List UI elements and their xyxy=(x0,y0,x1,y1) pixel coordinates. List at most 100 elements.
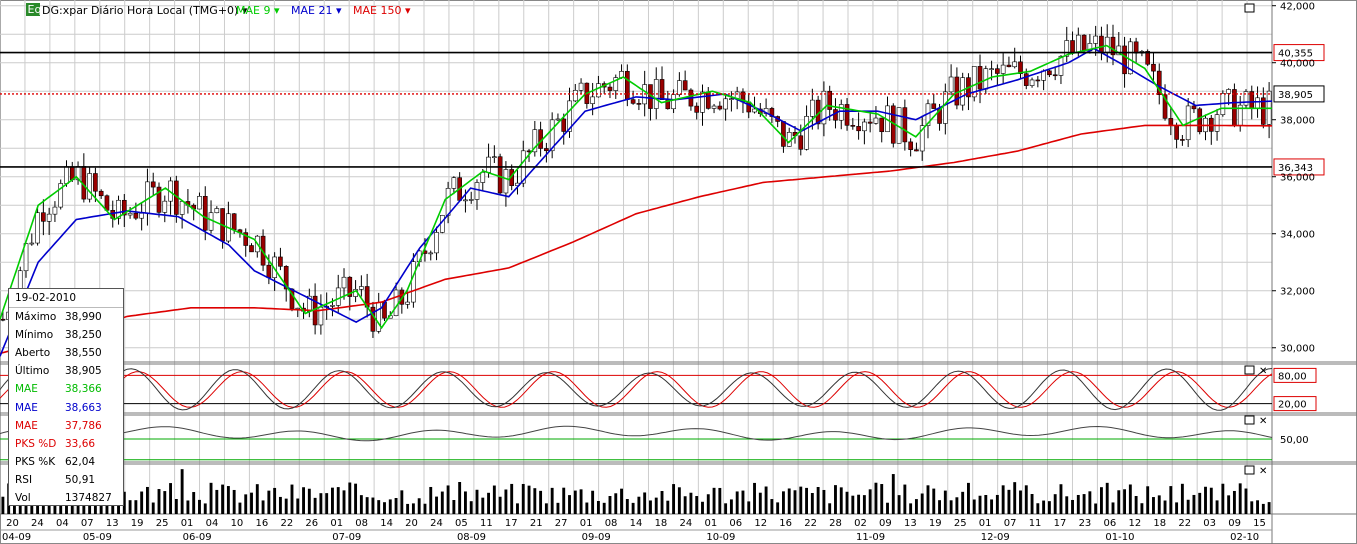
candle-body xyxy=(278,256,283,267)
price-tick-label: 30,000 xyxy=(1280,344,1315,355)
info-row: Último 38,905 xyxy=(9,362,123,380)
info-value: 38,250 xyxy=(65,329,102,342)
info-date: 19-02-2010 xyxy=(9,289,123,308)
candle-body xyxy=(121,199,127,216)
candle-body xyxy=(700,91,705,113)
candle-body xyxy=(902,107,908,143)
price-tick-label: 32,000 xyxy=(1280,287,1315,298)
x-day-label: 22 xyxy=(280,518,293,529)
chart-header: Eq DG:xpar Diário Hora Local (TMG+0) ▾MAE… xyxy=(26,3,411,17)
candle-body xyxy=(873,117,879,124)
maximize-icon[interactable] xyxy=(1244,3,1255,13)
volume-panel xyxy=(1,469,1271,514)
ma-legend-label[interactable]: MAE 150 ▾ xyxy=(353,4,411,17)
x-month-label: 02-10 xyxy=(1230,532,1259,543)
candle-body xyxy=(1168,118,1174,126)
candle-body xyxy=(116,199,121,219)
instrument-title: DG:xpar Diário Hora Local (TMG+0) ▾ xyxy=(42,4,248,17)
candle-body xyxy=(625,71,630,100)
info-value: 38,905 xyxy=(65,365,102,378)
x-day-label: 18 xyxy=(655,518,668,529)
candle-body xyxy=(943,91,948,124)
level-label: 36,343 xyxy=(1278,163,1313,174)
x-day-label: 01 xyxy=(704,518,717,529)
candle-body xyxy=(1006,64,1012,68)
candle-body xyxy=(87,173,92,200)
x-day-label: 23 xyxy=(1079,518,1092,529)
candle-body xyxy=(804,116,809,150)
candle-body xyxy=(370,306,376,332)
candle-body xyxy=(179,201,185,215)
x-day-label: 04 xyxy=(56,518,69,529)
candle-body xyxy=(347,276,353,297)
info-row: Máximo 38,990 xyxy=(9,308,123,326)
info-key: Último xyxy=(15,365,50,378)
candle-body xyxy=(249,245,254,253)
info-row: PKS %D 33,66 xyxy=(9,435,123,453)
x-day-label: 24 xyxy=(680,518,693,529)
candle-body xyxy=(1099,35,1104,53)
x-day-label: 05 xyxy=(455,518,468,529)
info-row: Aberto 38,550 xyxy=(9,344,123,362)
candle-body xyxy=(862,121,867,132)
candle-body xyxy=(914,149,919,152)
close-icon[interactable]: ✕ xyxy=(1259,366,1267,377)
info-key: Máximo xyxy=(15,311,57,324)
price-tick-label: 34,000 xyxy=(1280,230,1315,241)
candle-body xyxy=(208,212,214,231)
candle-body xyxy=(463,199,468,202)
candle-body xyxy=(1180,139,1185,141)
info-row: MAE 37,786 xyxy=(9,417,123,435)
candle-body xyxy=(1052,74,1058,77)
candle-body xyxy=(578,82,584,91)
candle-body xyxy=(266,264,272,278)
candle-body xyxy=(231,213,237,231)
candle-body xyxy=(133,212,139,219)
candle-body xyxy=(630,99,636,104)
rsi-panel: 50,00 xyxy=(0,425,1309,461)
x-day-label: 07 xyxy=(1004,518,1017,529)
candle-body xyxy=(1070,40,1075,54)
candle-body xyxy=(46,213,52,222)
candle-body xyxy=(445,188,451,216)
x-day-label: 11 xyxy=(480,518,493,529)
candle-body xyxy=(561,118,567,132)
close-icon[interactable]: ✕ xyxy=(1259,466,1267,477)
candle-body xyxy=(1255,97,1260,109)
candle-body xyxy=(977,66,983,90)
maximize-icon[interactable] xyxy=(1244,415,1255,425)
x-day-label: 08 xyxy=(355,518,368,529)
candle-body xyxy=(827,90,833,110)
x-day-label: 14 xyxy=(380,518,393,529)
info-row: RSI 50,91 xyxy=(9,471,123,489)
x-day-label: 14 xyxy=(630,518,643,529)
candle-body xyxy=(1064,40,1070,57)
close-icon[interactable]: ✕ xyxy=(1259,416,1267,427)
candle-body xyxy=(1035,79,1041,82)
maximize-icon[interactable] xyxy=(1244,465,1255,475)
candle-body xyxy=(1261,97,1266,125)
candle-body xyxy=(393,289,399,316)
x-day-label: 01 xyxy=(330,518,343,529)
rsi-level-label: 50,00 xyxy=(1280,435,1309,446)
x-month-label: 07-09 xyxy=(332,532,361,543)
x-month-label: 12-09 xyxy=(981,532,1010,543)
x-day-label: 18 xyxy=(1153,518,1166,529)
info-value: 50,91 xyxy=(65,473,96,486)
ma-legend-label[interactable]: MAE 9 ▾ xyxy=(236,4,280,17)
x-day-label: 16 xyxy=(779,518,792,529)
candle-body xyxy=(1133,41,1139,54)
info-value: 38,663 xyxy=(65,401,102,414)
x-day-label: 06 xyxy=(1104,518,1117,529)
candle-body xyxy=(497,156,503,194)
info-value: 38,550 xyxy=(65,347,102,360)
candle-body xyxy=(272,256,277,278)
candle-body xyxy=(1081,34,1087,52)
ma-legend-label[interactable]: MAE 21 ▾ xyxy=(291,4,342,17)
maximize-icon[interactable] xyxy=(1244,365,1255,375)
info-value: 38,990 xyxy=(65,311,102,324)
candle-body xyxy=(1000,64,1006,74)
x-day-label: 26 xyxy=(305,518,318,529)
info-key: Aberto xyxy=(15,347,51,360)
